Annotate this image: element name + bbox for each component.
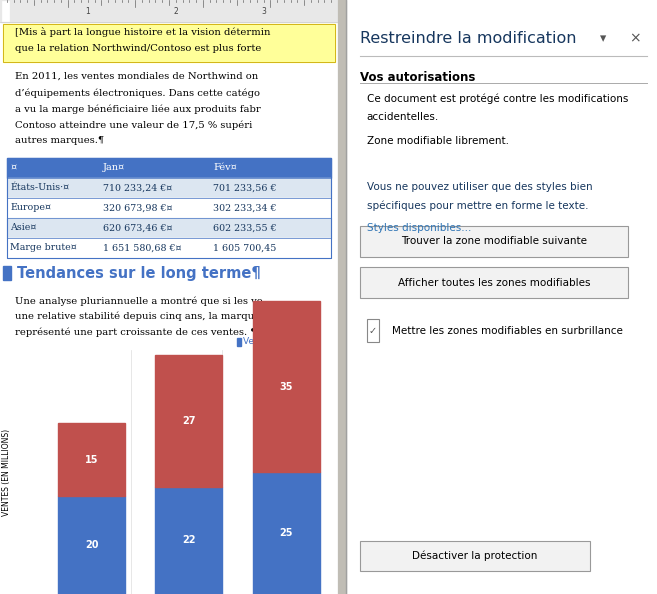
Text: que la relation Northwind/Contoso est plus forte: que la relation Northwind/Contoso est pl… xyxy=(15,44,261,53)
Text: 25: 25 xyxy=(279,528,293,538)
Bar xyxy=(7,218,331,238)
Text: Trouver la zone modifiable suivante: Trouver la zone modifiable suivante xyxy=(401,236,587,246)
Text: [Mis à part la longue histoire et la vision détermin: [Mis à part la longue histoire et la vis… xyxy=(15,27,271,37)
Bar xyxy=(3,24,334,62)
Text: spécifiques pour mettre en forme le texte.: spécifiques pour mettre en forme le text… xyxy=(367,201,588,211)
Text: Europe¤: Europe¤ xyxy=(10,204,51,213)
Text: Une analyse pluriannuelle a montré que si les ve: Une analyse pluriannuelle a montré que s… xyxy=(15,296,263,305)
Bar xyxy=(7,158,331,178)
Text: 1 605 700,45: 1 605 700,45 xyxy=(213,244,277,252)
Bar xyxy=(360,267,628,298)
Text: Restreindre la modification: Restreindre la modification xyxy=(360,31,577,46)
Text: 701 233,56 €: 701 233,56 € xyxy=(213,184,277,192)
Text: 22: 22 xyxy=(182,535,196,545)
Text: 710 233,24 €¤: 710 233,24 €¤ xyxy=(103,184,172,192)
Text: ✓: ✓ xyxy=(369,326,377,336)
Bar xyxy=(367,320,379,342)
Text: 2: 2 xyxy=(173,7,178,15)
Bar xyxy=(58,423,125,497)
Text: 20: 20 xyxy=(85,540,99,550)
Bar xyxy=(7,178,331,198)
Text: 35: 35 xyxy=(279,381,293,391)
Text: 602 233,55 €: 602 233,55 € xyxy=(213,223,277,232)
Text: 302 233,34 €: 302 233,34 € xyxy=(213,204,277,213)
Text: 27: 27 xyxy=(182,416,196,426)
Text: Jan¤: Jan¤ xyxy=(103,163,125,172)
Text: Contoso atteindre une valeur de 17,5 % supéri: Contoso atteindre une valeur de 17,5 % s… xyxy=(15,120,252,129)
Text: 15: 15 xyxy=(85,455,99,465)
Text: 320 673,98 €¤: 320 673,98 €¤ xyxy=(103,204,173,213)
Bar xyxy=(7,238,331,258)
Bar xyxy=(58,497,125,594)
Text: Ventes globales: Ventes globales xyxy=(243,337,315,346)
Text: d’équipements électroniques. Dans cette catégo: d’équipements électroniques. Dans cette … xyxy=(15,88,260,97)
Bar xyxy=(253,301,320,472)
Text: une relative stabilité depuis cinq ans, la marque: une relative stabilité depuis cinq ans, … xyxy=(15,312,260,321)
Text: 1: 1 xyxy=(85,7,90,15)
Bar xyxy=(3,266,11,280)
Bar xyxy=(237,338,240,346)
Text: Afficher toutes les zones modifiables: Afficher toutes les zones modifiables xyxy=(398,278,591,287)
Text: Vos autorisations: Vos autorisations xyxy=(360,71,476,84)
Bar xyxy=(253,472,320,594)
Bar xyxy=(7,158,331,258)
Text: ¤: ¤ xyxy=(10,163,16,172)
Text: Styles disponibles...: Styles disponibles... xyxy=(367,223,471,233)
Text: En 2011, les ventes mondiales de Northwind on: En 2011, les ventes mondiales de Northwi… xyxy=(15,72,258,81)
Bar xyxy=(7,198,331,218)
Text: ▾: ▾ xyxy=(600,32,606,45)
Text: 1 651 580,68 €¤: 1 651 580,68 €¤ xyxy=(103,244,181,252)
Text: Zone modifiable librement.: Zone modifiable librement. xyxy=(367,136,509,146)
Text: Désactiver la protection: Désactiver la protection xyxy=(413,551,538,561)
Text: Ce document est protégé contre les modifications: Ce document est protégé contre les modif… xyxy=(367,93,628,104)
Text: Fév¤: Fév¤ xyxy=(213,163,237,172)
Bar xyxy=(156,355,223,486)
Bar xyxy=(338,0,346,594)
Text: a vu la marge bénéficiaire liée aux produits fabr: a vu la marge bénéficiaire liée aux prod… xyxy=(15,104,261,113)
Text: Marge brute¤: Marge brute¤ xyxy=(10,244,77,252)
Text: ×: × xyxy=(629,31,641,46)
Bar xyxy=(360,541,590,571)
Bar xyxy=(2,1,9,21)
Text: représenté une part croissante de ces ventes. ¶: représenté une part croissante de ces ve… xyxy=(15,328,257,337)
Text: Vous ne pouvez utiliser que des styles bien: Vous ne pouvez utiliser que des styles b… xyxy=(367,182,593,192)
Text: Tendances sur le long terme¶: Tendances sur le long terme¶ xyxy=(17,266,261,281)
Text: 620 673,46 €¤: 620 673,46 €¤ xyxy=(103,223,173,232)
Text: 3: 3 xyxy=(261,7,266,15)
Bar xyxy=(156,486,223,594)
Bar xyxy=(360,226,628,257)
Bar xyxy=(3,24,334,62)
Text: accidentelles.: accidentelles. xyxy=(367,112,439,122)
Text: Mettre les zones modifiables en surbrillance: Mettre les zones modifiables en surbrill… xyxy=(392,326,622,336)
Bar xyxy=(0,0,338,22)
Text: Asie¤: Asie¤ xyxy=(10,223,37,232)
Text: autres marques.¶: autres marques.¶ xyxy=(15,136,104,145)
Text: États-Unis·¤: États-Unis·¤ xyxy=(10,184,69,192)
Text: VENTES (EN MILLIONS): VENTES (EN MILLIONS) xyxy=(2,428,11,516)
